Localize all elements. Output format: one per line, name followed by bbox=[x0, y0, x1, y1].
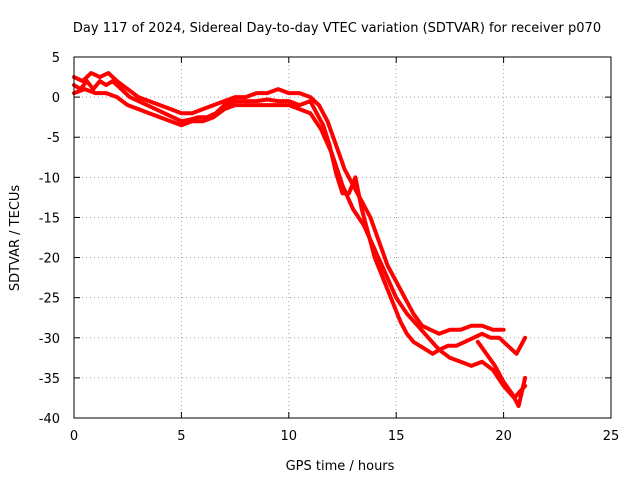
x-tick-label: 10 bbox=[281, 429, 298, 444]
x-tick-label: 25 bbox=[603, 429, 620, 444]
y-tick-label: 5 bbox=[52, 51, 60, 66]
x-axis-label: GPS time / hours bbox=[286, 459, 395, 474]
series-line-upper-band bbox=[72, 71, 506, 336]
x-tick-label: 5 bbox=[177, 429, 185, 444]
series-line-main bbox=[72, 79, 528, 356]
y-tick-label: -15 bbox=[39, 211, 60, 226]
tick-layer: 0 5 10 15 20 25 5 0 -5 -10 -15 -20 -25 -30 -35 -40 bbox=[39, 51, 620, 444]
y-tick-label: 0 bbox=[52, 91, 60, 106]
plot-frame bbox=[73, 56, 612, 419]
chart-title: Day 117 of 2024, Sidereal Day-to-day VTE… bbox=[73, 21, 601, 36]
y-axis-label: SDTVAR / TECUs bbox=[8, 185, 23, 292]
y-tick-label: -20 bbox=[39, 252, 60, 267]
x-tick-label: 20 bbox=[495, 429, 512, 444]
y-tick-label: -40 bbox=[39, 412, 60, 427]
series-layer bbox=[72, 71, 528, 408]
y-tick-label: -30 bbox=[39, 332, 60, 347]
series-line-descending-tail bbox=[475, 339, 528, 408]
grid-layer bbox=[74, 57, 611, 418]
series-line-lower-band bbox=[72, 87, 528, 400]
x-tick-label: 0 bbox=[70, 429, 78, 444]
y-tick-label: -35 bbox=[39, 372, 60, 387]
y-tick-label: -10 bbox=[39, 171, 60, 186]
x-tick-label: 15 bbox=[388, 429, 405, 444]
y-tick-label: -5 bbox=[47, 131, 60, 146]
y-tick-label: -25 bbox=[39, 292, 60, 307]
